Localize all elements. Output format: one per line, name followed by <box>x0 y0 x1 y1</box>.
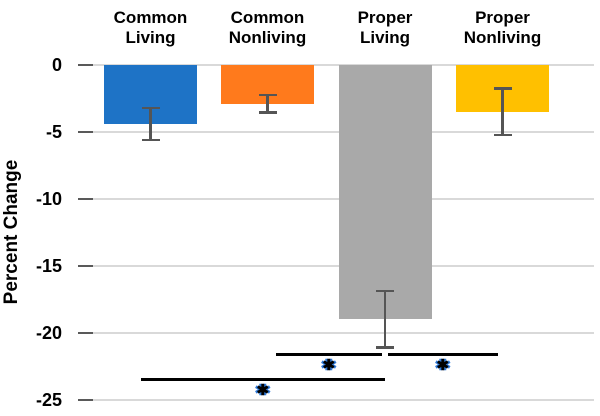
significance-line-2 <box>388 352 498 356</box>
category-label-line: Living <box>125 28 176 47</box>
y-tick-label: -10 <box>35 188 62 209</box>
y-tick-mark--25 <box>78 398 93 401</box>
error-bar-common-nonliving <box>266 95 269 113</box>
significance-line-0 <box>140 377 385 381</box>
y-tick-mark--20 <box>78 331 93 334</box>
y-tick-mark--15 <box>78 264 93 267</box>
bar-proper-living <box>338 65 432 320</box>
category-label-proper-nonliving: Proper Nonliving <box>438 8 568 48</box>
y-tick-label: -25 <box>35 389 62 410</box>
significance-asterisk-0: ✱ <box>256 382 270 400</box>
y-tick-mark--5 <box>78 130 93 133</box>
category-label-common-living: Common Living <box>86 8 216 48</box>
category-label-common-nonliving: Common Nonliving <box>203 8 333 48</box>
error-bar-common-living <box>149 107 152 140</box>
y-axis-title: Percent Change <box>1 159 22 305</box>
error-bar-cap-bottom-common-living <box>141 138 160 142</box>
gridline--20 <box>78 331 594 334</box>
gridline--15 <box>78 264 594 267</box>
category-label-line: Nonliving <box>228 28 307 47</box>
error-bar-proper-living <box>383 291 387 348</box>
error-bar-cap-bottom-common-nonliving <box>258 111 277 114</box>
error-bar-cap-top-common-living <box>141 106 160 110</box>
y-tick-label: -20 <box>35 322 62 343</box>
category-label-line: Proper <box>357 8 413 27</box>
category-label-line: Proper <box>475 8 530 27</box>
y-tick-mark--10 <box>78 197 93 200</box>
error-bar-cap-top-proper-living <box>376 289 394 293</box>
y-tick-label: -15 <box>35 255 62 276</box>
significance-asterisk-1: ✱ <box>322 357 336 374</box>
y-tick-label: -5 <box>45 121 62 142</box>
error-bar-cap-bottom-proper-nonliving <box>493 133 512 137</box>
error-bar-cap-bottom-proper-living <box>376 346 394 349</box>
gridline--5 <box>78 130 594 133</box>
error-bar-proper-nonliving <box>501 88 504 136</box>
significance-asterisk-2: ✱ <box>436 357 450 374</box>
significance-line-1 <box>275 352 382 356</box>
gridline-0 <box>78 64 594 66</box>
category-label-line: Nonliving <box>463 28 542 47</box>
category-label-line: Common <box>113 8 188 27</box>
y-tick-mark-0 <box>78 64 93 66</box>
category-label-line: Common <box>230 8 305 27</box>
gridline--10 <box>78 197 594 200</box>
category-label-line: Living <box>359 28 411 47</box>
y-tick-label: 0 <box>51 55 62 75</box>
error-bar-cap-top-common-nonliving <box>258 93 277 97</box>
error-bar-cap-top-proper-nonliving <box>493 87 512 90</box>
gridline--25 <box>78 398 594 401</box>
category-label-proper-living: Proper Living <box>320 8 450 48</box>
